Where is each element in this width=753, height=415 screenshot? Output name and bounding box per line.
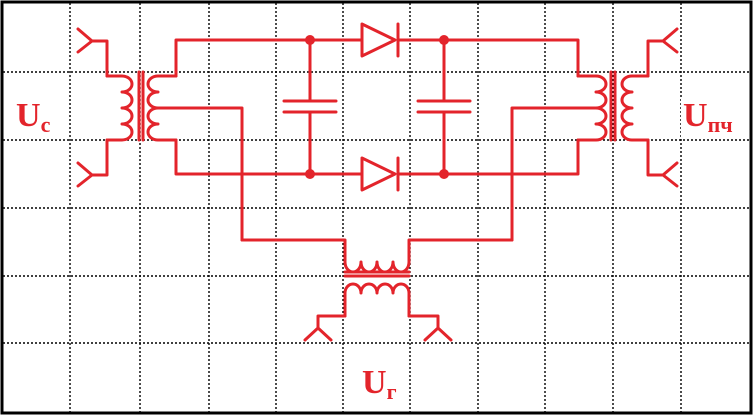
- if-voltage-subscript: пч: [707, 112, 733, 137]
- output-transformer-center-tap: [510, 106, 598, 242]
- circuit: [76, 22, 679, 342]
- if-voltage-symbol: U: [683, 97, 708, 134]
- oscillator-terminal-right: [407, 314, 453, 342]
- input-transformer: [105, 70, 244, 242]
- output-transformer: [510, 70, 650, 242]
- oscillator-terminal-left: [303, 314, 347, 342]
- capacitor-right: [416, 38, 472, 176]
- signal-voltage-label: Uc: [14, 97, 53, 138]
- output-terminal-top: [646, 27, 679, 78]
- output-transformer-secondary-coil: [620, 74, 650, 142]
- oscillator-voltage-symbol: U: [362, 364, 387, 401]
- output-terminal-bottom: [646, 138, 679, 188]
- top-rail: [174, 38, 364, 78]
- junctions: [305, 35, 449, 179]
- signal-voltage-symbol: U: [16, 97, 41, 134]
- capacitor-left: [282, 38, 338, 176]
- bottom-rail: [174, 138, 364, 176]
- bottom-rail: [396, 138, 580, 176]
- junction-dot: [305, 35, 315, 45]
- junction-dot: [439, 35, 449, 45]
- oscillator-transformer-lower-coil: [343, 282, 411, 318]
- diode-top: [360, 22, 400, 58]
- oscillator-transformer: [240, 238, 514, 318]
- input-terminal-top: [76, 27, 109, 78]
- diode-bottom: [360, 156, 400, 192]
- oscillator-voltage-subscript: г: [386, 379, 397, 404]
- junction-dot: [439, 169, 449, 179]
- top-rail: [396, 38, 580, 78]
- input-transformer-primary-coil: [105, 74, 134, 142]
- input-transformer-center-tap: [156, 106, 244, 242]
- input-terminal-bottom: [76, 138, 109, 188]
- junction-dot: [305, 169, 315, 179]
- signal-voltage-subscript: c: [40, 112, 51, 137]
- oscillator-voltage-label: Uг: [358, 364, 401, 405]
- if-voltage-label: Uпч: [681, 97, 735, 138]
